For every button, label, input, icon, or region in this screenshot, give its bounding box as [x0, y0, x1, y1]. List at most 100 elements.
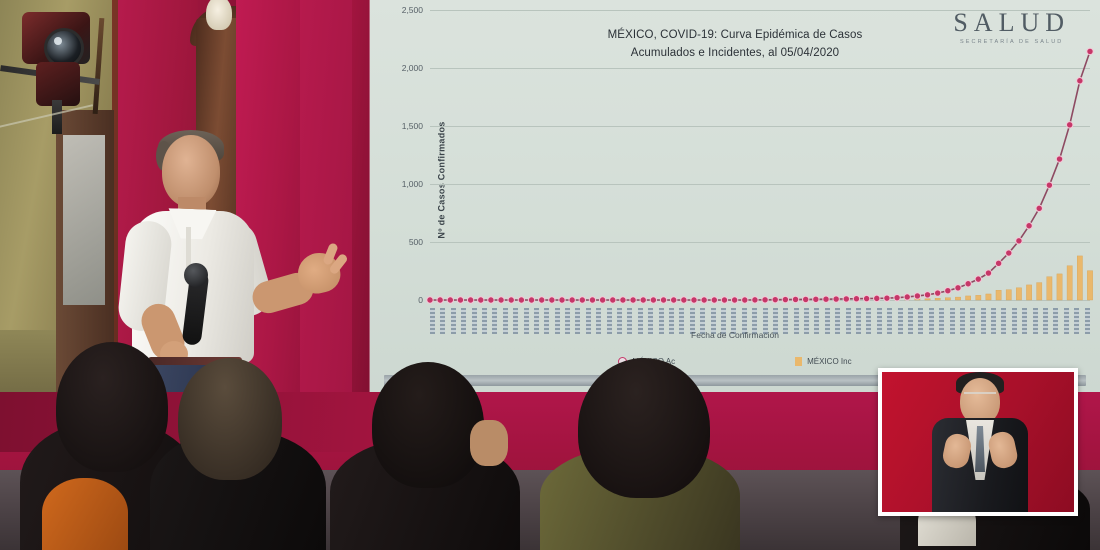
cumulative-data-point: [710, 296, 719, 304]
incidence-bar: [995, 290, 1002, 301]
incidence-bar: [1005, 289, 1012, 301]
cumulative-data-point: [1065, 121, 1074, 129]
cumulative-data-point: [598, 296, 607, 304]
x-axis-tick: [617, 308, 623, 334]
cumulative-data-point: [578, 296, 587, 304]
x-axis-tick: [918, 308, 924, 334]
cumulative-data-point: [497, 296, 505, 304]
x-axis-tick: [596, 308, 602, 334]
cumulative-data-point: [822, 295, 830, 303]
cumulative-data-point: [477, 296, 485, 304]
cumulative-data-point: [751, 296, 759, 304]
x-axis-tick: [804, 308, 810, 334]
interpreter-head: [960, 378, 1000, 424]
x-axis-tick: [762, 308, 768, 334]
x-axis-tick-labels: [430, 308, 1090, 334]
cumulative-data-point: [832, 295, 840, 303]
gridline: 1,000: [402, 179, 1090, 189]
x-axis-tick: [471, 308, 477, 334]
x-axis-tick: [1043, 308, 1049, 334]
incidence-bar: [1077, 255, 1083, 301]
audience-member-shoulder-orange: [42, 478, 128, 550]
x-axis-tick: [845, 308, 851, 334]
eyeglasses-icon: [964, 392, 996, 402]
cumulative-data-point: [487, 296, 495, 304]
incidence-bar: [1026, 284, 1032, 301]
x-axis-tick: [679, 308, 685, 334]
x-axis-tick: [513, 308, 519, 334]
x-axis-tick: [1074, 308, 1080, 334]
cumulative-data-point: [1045, 181, 1054, 189]
projection-screen: SALUD SECRETARÍA DE SALUD MÉXICO, COVID-…: [370, 0, 1100, 392]
x-axis-tick: [658, 308, 664, 334]
x-axis-tick: [783, 308, 789, 334]
x-axis-tick: [1084, 308, 1090, 334]
x-axis-tick: [648, 308, 654, 334]
x-axis-tick: [710, 308, 716, 334]
cumulative-data-point: [1025, 222, 1033, 230]
cumulative-data-point: [690, 296, 698, 304]
chart-series-canvas: [426, 47, 1094, 304]
cumulative-data-point: [730, 296, 739, 304]
y-axis-tick: 1,000: [401, 179, 423, 189]
x-axis-tick: [959, 308, 965, 334]
cumulative-data-point: [852, 295, 861, 303]
interpreter-tie: [975, 426, 985, 472]
cumulative-data-point: [680, 296, 688, 304]
x-axis-tick: [637, 308, 643, 334]
cumulative-data-point: [609, 296, 617, 304]
presenter-head: [162, 135, 220, 207]
cumulative-data-point: [507, 296, 515, 304]
incidence-bar: [1046, 276, 1053, 301]
x-axis-tick: [700, 308, 706, 334]
x-axis-tick: [533, 308, 539, 334]
x-axis-tick: [731, 308, 737, 334]
chart-title-line-1: MÉXICO, COVID-19: Curva Epidémica de Cas…: [607, 29, 863, 41]
cumulative-data-point: [537, 296, 546, 304]
gridline: 500: [409, 237, 1090, 247]
incidence-bar: [934, 298, 941, 301]
x-axis-tick: [430, 308, 435, 334]
cumulative-data-point: [1055, 155, 1064, 163]
cumulative-data-point: [446, 296, 455, 304]
cumulative-data-point: [913, 292, 922, 300]
x-axis-tick: [856, 308, 862, 334]
y-axis-tick: 0: [418, 295, 423, 305]
x-axis-tick: [481, 308, 487, 334]
audience-member-head: [578, 358, 710, 498]
cumulative-data-point: [527, 296, 536, 304]
x-axis-tick: [554, 308, 560, 334]
x-axis-tick: [523, 308, 529, 334]
x-axis-tick: [1063, 308, 1069, 334]
cumulative-data-point: [558, 296, 566, 304]
x-axis-tick: [606, 308, 612, 334]
cumulative-data-point: [426, 296, 434, 304]
audience-member-head: [178, 358, 282, 480]
x-axis-tick: [1022, 308, 1028, 334]
x-axis-tick: [980, 308, 986, 334]
cumulative-data-point: [588, 296, 597, 304]
incidence-bar: [965, 295, 971, 301]
x-axis-tick: [866, 308, 872, 334]
slide-scrollbar[interactable]: [384, 375, 1086, 386]
incidence-bar: [924, 298, 931, 301]
cumulative-data-point: [964, 280, 972, 288]
x-axis-tick: [461, 308, 467, 334]
cumulative-data-point: [994, 259, 1003, 268]
presenter-shirt-placket: [186, 227, 191, 273]
x-axis-tick: [1053, 308, 1059, 334]
cumulative-data-point: [619, 296, 627, 304]
x-axis-tick: [502, 308, 508, 334]
legend-label-mexico-inc: MÉXICO Inc: [807, 357, 852, 366]
interpreter-video-frame: [882, 372, 1074, 512]
cumulative-data-point: [903, 293, 911, 301]
cumulative-data-point: [1005, 249, 1013, 257]
chart-title-line-2: Acumulados e Incidentes, al 05/04/2020: [630, 46, 840, 59]
legend-item-mexico-inc: MÉXICO Inc: [795, 357, 852, 366]
cumulative-data-point: [873, 294, 881, 303]
salud-logo-subtitle: SECRETARÍA DE SALUD: [959, 39, 1064, 45]
y-axis-tick: 2,000: [401, 63, 423, 73]
cumulative-data-point: [548, 296, 556, 304]
cumulative-data-point: [944, 287, 952, 295]
